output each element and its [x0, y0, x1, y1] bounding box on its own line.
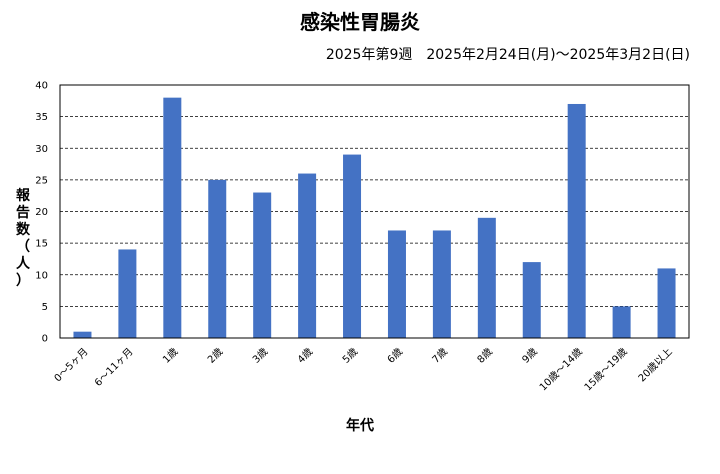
bar [253, 192, 272, 338]
bar [387, 230, 406, 338]
x-tick-label: 1歳 [160, 346, 180, 366]
bar [208, 179, 227, 338]
x-tick-labels: 0～5ヶ月 6～11ヶ月 1歳 2歳 3歳 4歳 5歳 6歳 7歳 8歳 9歳10歳～14歳15歳～… [52, 346, 675, 394]
x-tick-label: 10歳～14歳 [537, 346, 585, 394]
y-tick-label: 30 [35, 144, 48, 155]
y-tick-labels: 0 5 10 15 20 25 30 35 40 [35, 81, 48, 345]
y-tick-label: 20 [35, 207, 48, 218]
y-tick-label: 35 [35, 112, 48, 123]
y-tick-label: 25 [35, 175, 48, 186]
x-axis-label: 年代 [346, 418, 374, 434]
bar [657, 268, 676, 338]
bar [163, 97, 182, 339]
y-axis-label-char: 人 [16, 256, 30, 272]
y-axis-label: 報告数（人） [14, 188, 32, 290]
bar [477, 217, 496, 338]
y-axis-label-char: （ [16, 239, 30, 255]
x-tick-label: 8歳 [475, 346, 495, 366]
y-tick-label: 5 [42, 302, 48, 313]
plot-frame [59, 84, 690, 339]
x-tick-label: 3歳 [250, 346, 270, 366]
y-axis-label-char: 報 [16, 188, 30, 204]
y-tick-label: 0 [42, 334, 48, 345]
y-axis-label-char: 数 [16, 222, 30, 238]
y-tick-label: 15 [35, 239, 48, 250]
x-tick-label: 7歳 [430, 346, 450, 366]
bar [612, 306, 631, 338]
x-tick-label: 20歳以上 [636, 346, 675, 385]
x-tick-label: 2歳 [205, 346, 225, 366]
x-tick-label: 5歳 [340, 346, 360, 366]
bars [73, 97, 676, 339]
y-axis-label-char: 告 [16, 205, 30, 221]
bar [343, 154, 362, 338]
y-tick-label: 10 [35, 270, 48, 281]
bar [432, 230, 451, 338]
bar [567, 103, 586, 338]
bar [298, 173, 317, 338]
bar [522, 262, 541, 338]
x-tick-label: 15歳～19歳 [582, 346, 630, 394]
x-tick-label: 6歳 [385, 346, 405, 366]
x-tick-label: 4歳 [295, 346, 315, 366]
grid-lines [60, 116, 689, 307]
x-tick-label: 0～5ヶ月 [52, 346, 91, 385]
bar [118, 249, 137, 338]
y-tick-label: 40 [35, 81, 48, 92]
y-axis-label-char: ） [16, 273, 30, 289]
bar [73, 331, 92, 338]
chart-title: 感染性胃腸炎 [300, 10, 420, 34]
x-tick-label: 9歳 [520, 346, 540, 366]
chart-subtitle: 2025年第9週 2025年2月24日(月)～2025年3月2日(日) [325, 47, 690, 63]
x-tick-label: 6～11ヶ月 [92, 346, 135, 389]
